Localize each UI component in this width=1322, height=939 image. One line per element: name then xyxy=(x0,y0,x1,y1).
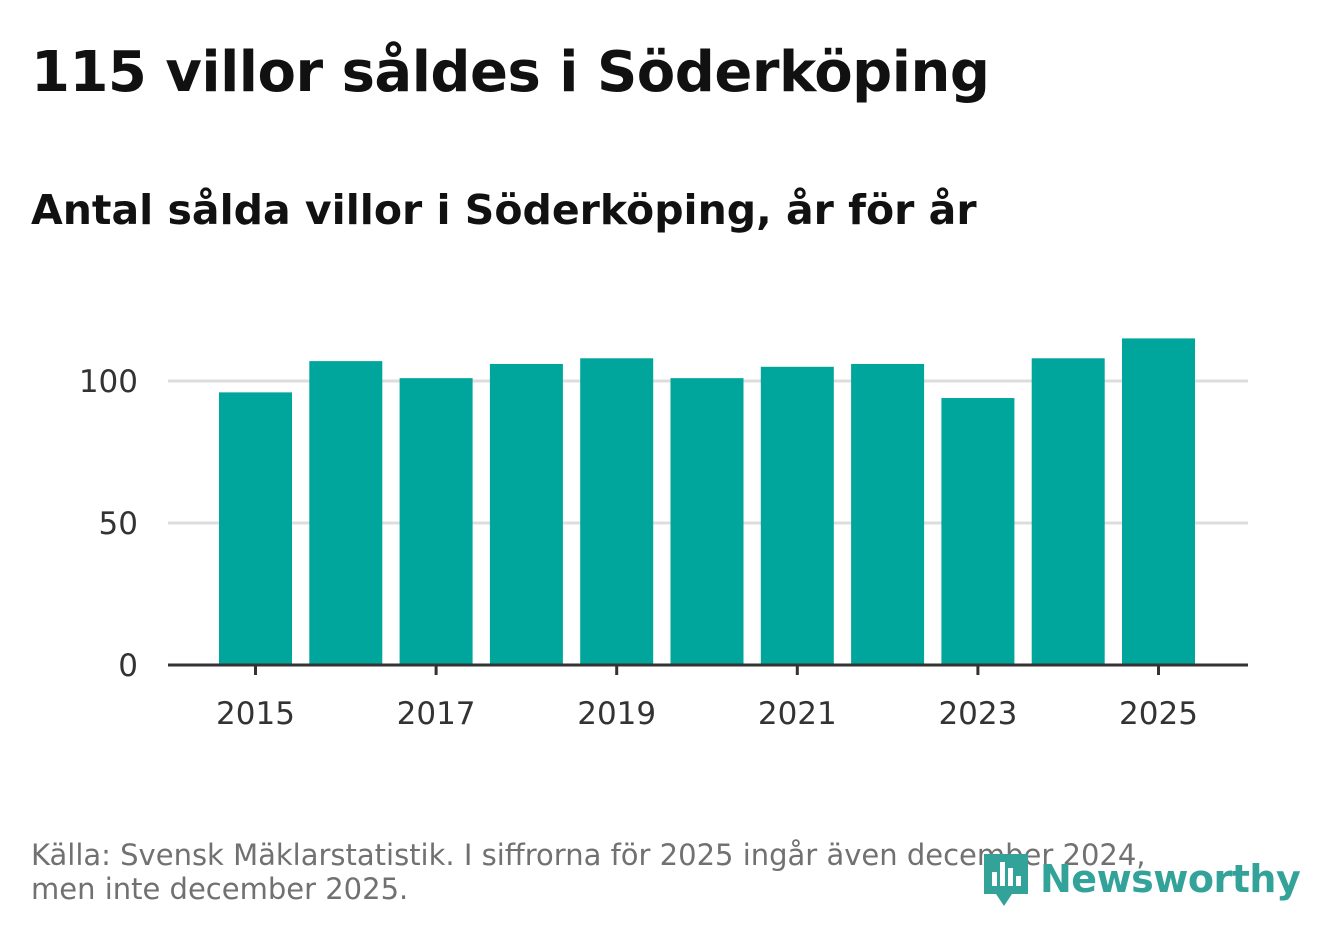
y-tick-label-100: 100 xyxy=(79,364,138,400)
x-tick-label-2025: 2025 xyxy=(1119,696,1198,732)
bar-chart: 0 50 100 2015 2017 2019 2021 2023 2025 xyxy=(79,338,1248,732)
chart-title: 115 villor såldes i Söderköping xyxy=(31,40,990,105)
bar-2015 xyxy=(219,392,292,665)
y-tick-label-50: 50 xyxy=(99,506,138,542)
x-tick-label-2021: 2021 xyxy=(758,696,837,732)
x-tick-label-2015: 2015 xyxy=(216,696,295,732)
y-tick-label-0: 0 xyxy=(118,648,138,684)
x-tick-label-2017: 2017 xyxy=(397,696,476,732)
logo-text: Newsworthy xyxy=(1040,857,1301,901)
bar-2023 xyxy=(941,398,1015,665)
x-tick-label-2023: 2023 xyxy=(938,696,1017,732)
bar-2024 xyxy=(1031,358,1105,665)
bar-2017 xyxy=(399,378,473,665)
source-line-1: Källa: Svensk Mäklarstatistik. I siffror… xyxy=(31,838,1146,872)
bar-2025 xyxy=(1122,338,1195,665)
bar-2021 xyxy=(760,366,834,665)
bar-2018 xyxy=(489,363,563,665)
newsworthy-logo: Newsworthy xyxy=(980,848,1301,910)
bar-2022 xyxy=(851,363,925,665)
bar-2016 xyxy=(309,361,383,665)
bar-2019 xyxy=(580,358,654,665)
newsworthy-logo-icon xyxy=(984,854,1028,906)
source-line-2: men inte december 2025. xyxy=(31,872,409,906)
bar-2020 xyxy=(670,378,744,665)
chart-subtitle: Antal sålda villor i Söderköping, år för… xyxy=(31,186,977,234)
source-note: Källa: Svensk Mäklarstatistik. I siffror… xyxy=(31,838,1221,906)
x-tick-label-2019: 2019 xyxy=(577,696,656,732)
